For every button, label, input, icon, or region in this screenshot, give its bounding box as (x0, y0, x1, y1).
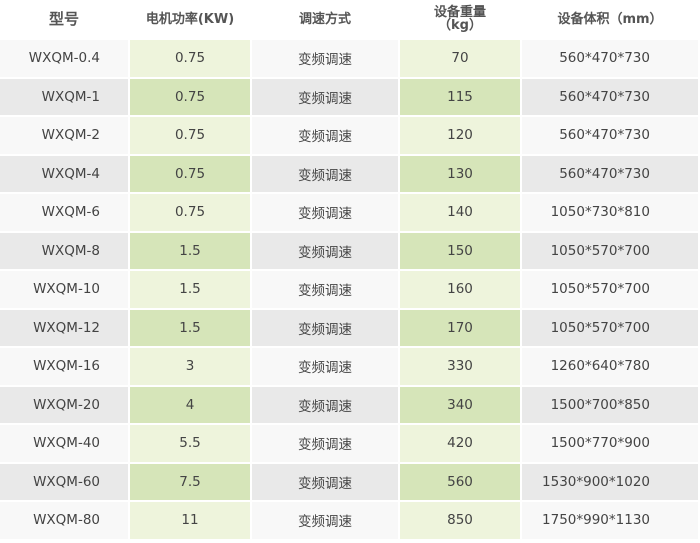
table-cell: WXQM-20 (0, 386, 130, 425)
table-cell: 340 (400, 386, 522, 425)
table-row: WXQM-40 5.5 变频调速 420 1500*770*900 (0, 425, 700, 464)
table-cell: WXQM-2 (0, 117, 130, 156)
table-row: WXQM-0.4 0.75 变频调速 70 560*470*730 (0, 40, 700, 79)
table-row: WXQM-20 4 变频调速 340 1500*700*850 (0, 386, 700, 425)
table-cell: 560*470*730 (522, 78, 700, 117)
table-cell: WXQM-1 (0, 78, 130, 117)
table-cell: 1050*730*810 (522, 194, 700, 233)
table-cell: WXQM-0.4 (0, 40, 130, 79)
table-cell: 0.75 (130, 40, 252, 79)
table-cell: 1500*700*850 (522, 386, 700, 425)
table-cell: 1500*770*900 (522, 425, 700, 464)
table-cell: 变频调速 (252, 155, 400, 194)
table-cell: 1.5 (130, 309, 252, 348)
table-cell: 3 (130, 348, 252, 387)
table-cell: 850 (400, 502, 522, 541)
table-cell: 560 (400, 463, 522, 502)
table-cell: WXQM-10 (0, 271, 130, 310)
table-cell: WXQM-60 (0, 463, 130, 502)
table-cell: 130 (400, 155, 522, 194)
header-cell: 设备重量 （kg） (400, 0, 522, 40)
table-cell: 变频调速 (252, 117, 400, 156)
table-cell: 5.5 (130, 425, 252, 464)
header-cell: 调速方式 (252, 0, 400, 40)
table-row: WXQM-4 0.75 变频调速 130 560*470*730 (0, 155, 700, 194)
table-cell: 变频调速 (252, 425, 400, 464)
table-cell: 变频调速 (252, 232, 400, 271)
table-cell: 变频调速 (252, 78, 400, 117)
table-cell: 0.75 (130, 117, 252, 156)
table-cell: WXQM-40 (0, 425, 130, 464)
table-body: WXQM-0.4 0.75 变频调速 70 560*470*730 WXQM-1 0.75 变… (0, 40, 700, 541)
table-cell: 170 (400, 309, 522, 348)
table-cell: 4 (130, 386, 252, 425)
table-cell: 1050*570*700 (522, 309, 700, 348)
table-cell: 11 (130, 502, 252, 541)
table-cell: 0.75 (130, 194, 252, 233)
table-row: WXQM-1 0.75 变频调速 115 560*470*730 (0, 78, 700, 117)
table-cell: 560*470*730 (522, 117, 700, 156)
table-cell: 0.75 (130, 78, 252, 117)
table-cell: WXQM-8 (0, 232, 130, 271)
table-cell: 变频调速 (252, 463, 400, 502)
table-cell: 变频调速 (252, 309, 400, 348)
header-cell: 设备体积（mm） (522, 0, 700, 40)
header-cell: 电机功率(KW) (130, 0, 252, 40)
table-cell: 560*470*730 (522, 40, 700, 79)
table-cell: 1260*640*780 (522, 348, 700, 387)
table-cell: 1750*990*1130 (522, 502, 700, 541)
table-cell: 330 (400, 348, 522, 387)
table-cell: 420 (400, 425, 522, 464)
table-cell: WXQM-6 (0, 194, 130, 233)
table-cell: 1.5 (130, 271, 252, 310)
table-cell: 1.5 (130, 232, 252, 271)
table-cell: 120 (400, 117, 522, 156)
table-row: WXQM-6 0.75 变频调速 140 1050*730*810 (0, 194, 700, 233)
table-cell: 变频调速 (252, 348, 400, 387)
table-cell: 115 (400, 78, 522, 117)
table-row: WXQM-8 1.5 变频调速 150 1050*570*700 (0, 232, 700, 271)
table-cell: 1530*900*1020 (522, 463, 700, 502)
table-row: WXQM-60 7.5 变频调速 560 1530*900*1020 (0, 463, 700, 502)
table-cell: 70 (400, 40, 522, 79)
table-cell: WXQM-4 (0, 155, 130, 194)
header-cell: 型号 (0, 0, 130, 40)
table-cell: 变频调速 (252, 386, 400, 425)
table-row: WXQM-80 11 变频调速 850 1750*990*1130 (0, 502, 700, 541)
table-cell: 变频调速 (252, 271, 400, 310)
table-cell: 560*470*730 (522, 155, 700, 194)
table-cell: 160 (400, 271, 522, 310)
table-cell: 变频调速 (252, 194, 400, 233)
table-cell: 变频调速 (252, 502, 400, 541)
table-row: WXQM-12 1.5 变频调速 170 1050*570*700 (0, 309, 700, 348)
table-cell: WXQM-12 (0, 309, 130, 348)
table-row: WXQM-2 0.75 变频调速 120 560*470*730 (0, 117, 700, 156)
table-cell: WXQM-16 (0, 348, 130, 387)
table-cell: 变频调速 (252, 40, 400, 79)
table-cell: WXQM-80 (0, 502, 130, 541)
table-cell: 0.75 (130, 155, 252, 194)
header-row: 型号 电机功率(KW) 调速方式 设备重量 （kg） 设备体积（mm） (0, 0, 700, 40)
table-cell: 1050*570*700 (522, 271, 700, 310)
table-cell: 1050*570*700 (522, 232, 700, 271)
table-row: WXQM-16 3 变频调速 330 1260*640*780 (0, 348, 700, 387)
table-row: WXQM-10 1.5 变频调速 160 1050*570*700 (0, 271, 700, 310)
table-cell: 150 (400, 232, 522, 271)
table-cell: 140 (400, 194, 522, 233)
table-cell: 7.5 (130, 463, 252, 502)
